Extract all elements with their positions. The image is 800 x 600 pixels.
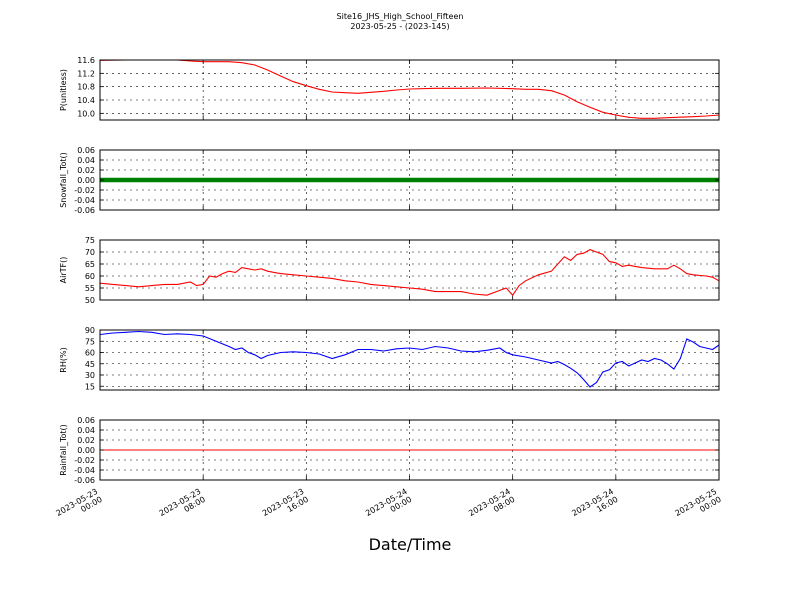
y-tick-label: -0.04 (74, 196, 95, 205)
subplot-1: 10.0 10.4 10.8 11.2 11.6 P(unitless) (59, 56, 720, 121)
y-tick-label: -0.04 (74, 466, 95, 475)
y-tick-label: 15 (85, 382, 95, 391)
y-axis-label: RH(%) (59, 347, 68, 372)
series-line (99, 248, 720, 297)
y-tick-label: 0.02 (77, 166, 95, 175)
y-tick-label: 50 (85, 296, 95, 305)
subplot-3: 50 55 60 65 70 75 AirTF() (59, 236, 720, 305)
y-tick-label: 0.06 (77, 146, 95, 155)
y-tick-label: 90 (85, 326, 95, 335)
y-axis-label: P(unitless) (59, 69, 68, 111)
figure-title-line1: Site16_JHS_High_School_Fifteen (337, 12, 464, 21)
y-tick-label: -0.06 (74, 476, 95, 485)
y-tick-label: -0.02 (74, 186, 95, 195)
y-tick-label: 0.00 (77, 446, 95, 455)
y-tick-label: 60 (85, 272, 95, 281)
y-tick-label: 0.04 (77, 156, 95, 165)
y-tick-label: 75 (85, 337, 95, 346)
subplot-4: 15 30 45 60 75 90 RH(%) (59, 326, 720, 391)
series-line (99, 59, 720, 119)
y-tick-label: 11.6 (77, 56, 95, 65)
y-tick-label: -0.06 (74, 206, 95, 215)
y-tick-label: 0.06 (77, 416, 95, 425)
y-tick-label: 0.02 (77, 436, 95, 445)
y-axis-label: Snowfall_Tot() (59, 152, 68, 208)
y-tick-label: 0.00 (77, 176, 95, 185)
y-tick-label: 60 (85, 349, 95, 358)
y-tick-label: 65 (85, 260, 95, 269)
series-line (99, 330, 720, 388)
y-axis-label: Rainfall_Tot() (59, 424, 68, 476)
figure-title-line2: 2023-05-25 - (2023-145) (350, 22, 449, 31)
subplot-2: -0.06-0.04-0.020.000.020.040.06 Snowfall_… (59, 146, 720, 215)
y-tick-label: 55 (85, 284, 95, 293)
x-axis-label: Date/Time (369, 535, 452, 554)
y-tick-label: 10.8 (77, 83, 95, 92)
y-tick-label: 11.2 (77, 69, 95, 78)
y-tick-label: 45 (85, 360, 95, 369)
y-tick-label: 70 (85, 248, 95, 257)
y-axis-label: AirTF() (59, 257, 68, 284)
subplots-group: 10.010.410.811.211.6P(unitless)-0.06-0.0… (59, 56, 720, 485)
y-tick-label: 75 (85, 236, 95, 245)
y-tick-label: 0.04 (77, 426, 95, 435)
y-tick-label: 30 (85, 371, 95, 380)
subplot-5: -0.06-0.04-0.020.000.020.040.06 Rainfall_… (59, 416, 720, 485)
y-tick-label: 10.4 (77, 96, 95, 105)
y-tick-label: 10.0 (77, 109, 95, 118)
y-tick-label: -0.02 (74, 456, 95, 465)
